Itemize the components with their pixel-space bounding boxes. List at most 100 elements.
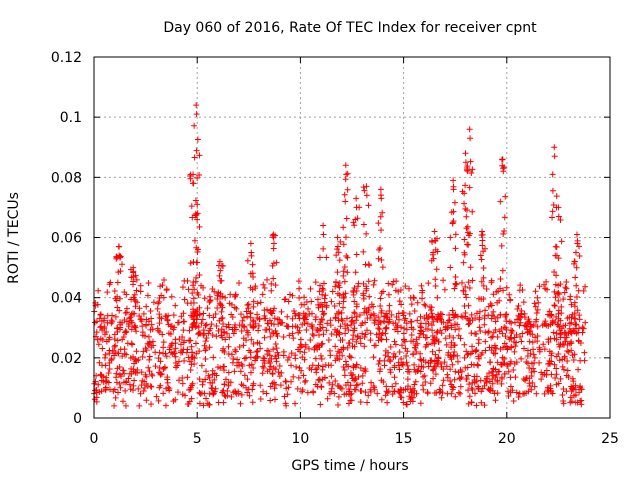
data-point bbox=[400, 330, 407, 337]
data-point bbox=[273, 345, 280, 352]
data-point bbox=[379, 264, 386, 271]
data-point bbox=[356, 312, 363, 319]
data-point bbox=[181, 357, 188, 364]
data-point bbox=[188, 361, 195, 368]
data-point bbox=[221, 381, 228, 388]
data-point bbox=[192, 278, 199, 285]
data-point bbox=[298, 388, 305, 395]
data-point bbox=[351, 298, 358, 305]
data-point bbox=[264, 351, 271, 358]
axis-ticks: 0 5 10 15 20 25 0 0.02 0.04 0.06 0.08 0.1 0.12 bbox=[51, 50, 619, 447]
data-point bbox=[266, 326, 273, 333]
data-point bbox=[457, 335, 464, 342]
data-point bbox=[342, 234, 349, 241]
data-point bbox=[244, 257, 251, 264]
data-point bbox=[343, 171, 350, 178]
data-point bbox=[200, 284, 207, 291]
data-point bbox=[190, 171, 197, 178]
data-point bbox=[342, 358, 349, 365]
data-point bbox=[432, 371, 439, 378]
data-point bbox=[236, 280, 243, 287]
data-point bbox=[131, 323, 138, 330]
data-point bbox=[335, 308, 342, 315]
data-point bbox=[328, 373, 335, 380]
data-point bbox=[465, 350, 472, 357]
data-point bbox=[521, 390, 528, 397]
data-point bbox=[227, 379, 234, 386]
data-point bbox=[257, 382, 264, 389]
data-point bbox=[307, 337, 314, 344]
data-point bbox=[500, 344, 507, 351]
data-point bbox=[518, 338, 525, 345]
data-point bbox=[494, 314, 501, 321]
data-point bbox=[93, 329, 100, 336]
data-point bbox=[528, 369, 535, 376]
data-point bbox=[442, 324, 449, 331]
data-point bbox=[165, 384, 172, 391]
data-point bbox=[573, 330, 580, 337]
data-point bbox=[524, 328, 531, 335]
data-point bbox=[512, 319, 519, 326]
data-point bbox=[553, 252, 560, 259]
data-point bbox=[147, 308, 154, 315]
data-point bbox=[217, 277, 224, 284]
data-point bbox=[324, 320, 331, 327]
data-point bbox=[204, 305, 211, 312]
data-point bbox=[119, 319, 126, 326]
data-point bbox=[266, 359, 273, 366]
data-point bbox=[451, 320, 458, 327]
data-point bbox=[179, 284, 186, 291]
data-point bbox=[390, 278, 397, 285]
data-point bbox=[368, 311, 375, 318]
data-point bbox=[348, 372, 355, 379]
data-point bbox=[383, 325, 390, 332]
data-point bbox=[563, 279, 570, 286]
data-point bbox=[94, 336, 101, 343]
data-point bbox=[573, 282, 580, 289]
data-point bbox=[548, 358, 555, 365]
data-point bbox=[353, 361, 360, 368]
data-point bbox=[427, 380, 434, 387]
data-point bbox=[449, 386, 456, 393]
data-point bbox=[447, 264, 454, 271]
data-point bbox=[116, 252, 123, 259]
data-point bbox=[577, 383, 584, 390]
data-point bbox=[407, 386, 414, 393]
data-point bbox=[549, 187, 556, 194]
data-point bbox=[359, 380, 366, 387]
data-point bbox=[414, 299, 421, 306]
data-point bbox=[526, 318, 533, 325]
data-point bbox=[461, 354, 468, 361]
data-point bbox=[309, 331, 316, 338]
data-point bbox=[480, 282, 487, 289]
data-point bbox=[352, 376, 359, 383]
data-point bbox=[97, 311, 104, 318]
x-tick-label: 5 bbox=[193, 431, 202, 447]
data-point bbox=[497, 346, 504, 353]
data-point bbox=[272, 366, 279, 373]
data-point bbox=[420, 331, 427, 338]
data-point bbox=[456, 375, 463, 382]
data-point bbox=[136, 312, 143, 319]
data-point bbox=[101, 354, 108, 361]
data-point bbox=[340, 241, 347, 248]
data-point bbox=[428, 357, 435, 364]
data-point bbox=[193, 316, 200, 323]
data-point bbox=[536, 359, 543, 366]
data-point bbox=[139, 353, 146, 360]
data-point bbox=[512, 343, 519, 350]
data-point bbox=[241, 372, 248, 379]
data-point bbox=[449, 383, 456, 390]
data-point bbox=[507, 297, 514, 304]
data-point bbox=[252, 355, 259, 362]
data-point bbox=[198, 320, 205, 327]
data-point bbox=[111, 331, 118, 338]
data-point bbox=[485, 328, 492, 335]
data-point bbox=[340, 364, 347, 371]
data-point bbox=[119, 353, 126, 360]
data-point bbox=[198, 362, 205, 369]
data-point bbox=[317, 352, 324, 359]
data-point bbox=[551, 144, 558, 151]
data-point bbox=[361, 367, 368, 374]
data-point bbox=[144, 383, 151, 390]
